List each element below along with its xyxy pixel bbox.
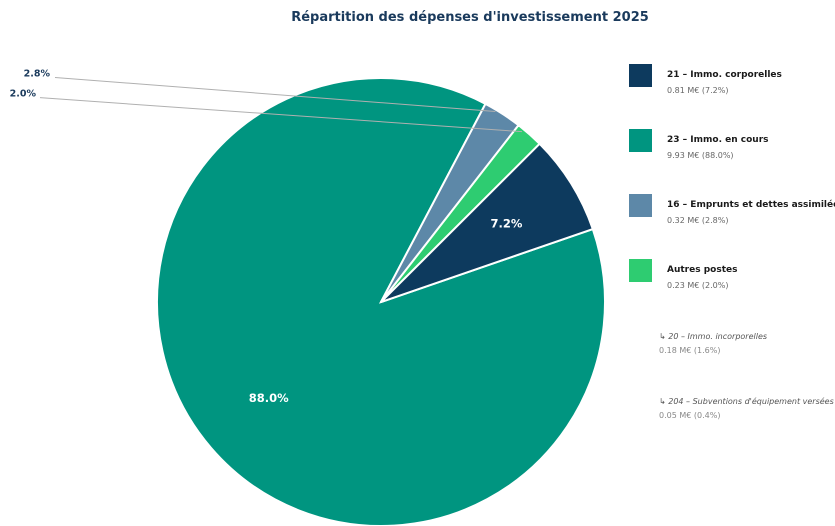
legend-swatch [629, 259, 652, 282]
legend-sub-label: ↳ 204 – Subventions d'équipement versées [659, 397, 834, 406]
legend-value: 0.32 M€ (2.8%) [667, 216, 729, 225]
slice-label: 88.0% [249, 391, 289, 405]
legend-swatch [629, 64, 652, 87]
legend-value: 0.81 M€ (7.2%) [667, 86, 729, 95]
legend-value: 0.23 M€ (2.0%) [667, 281, 729, 290]
legend-swatch [629, 129, 652, 152]
legend-label: 23 – Immo. en cours [667, 135, 769, 145]
slice-label: 7.2% [490, 217, 522, 231]
slice-label: 2.0% [10, 89, 37, 100]
pie-slice [380, 142, 595, 303]
chart-title: Répartition des dépenses d'investissemen… [291, 10, 649, 25]
legend-label: Autres postes [667, 265, 738, 275]
legend-sub-value: 0.18 M€ (1.6%) [659, 346, 721, 355]
legend-value: 9.93 M€ (88.0%) [667, 151, 734, 160]
legend-swatch [629, 194, 652, 217]
leader-line [54, 76, 496, 112]
legend-label: 16 – Emprunts et dettes assimilées [667, 200, 835, 210]
legend-sub-value: 0.05 M€ (0.4%) [659, 411, 721, 420]
legend-sub-label: ↳ 20 – Immo. incorporelles [659, 332, 768, 341]
slice-label: 2.8% [24, 68, 51, 79]
legend-label: 21 – Immo. corporelles [667, 70, 782, 80]
leader-line [39, 97, 523, 133]
